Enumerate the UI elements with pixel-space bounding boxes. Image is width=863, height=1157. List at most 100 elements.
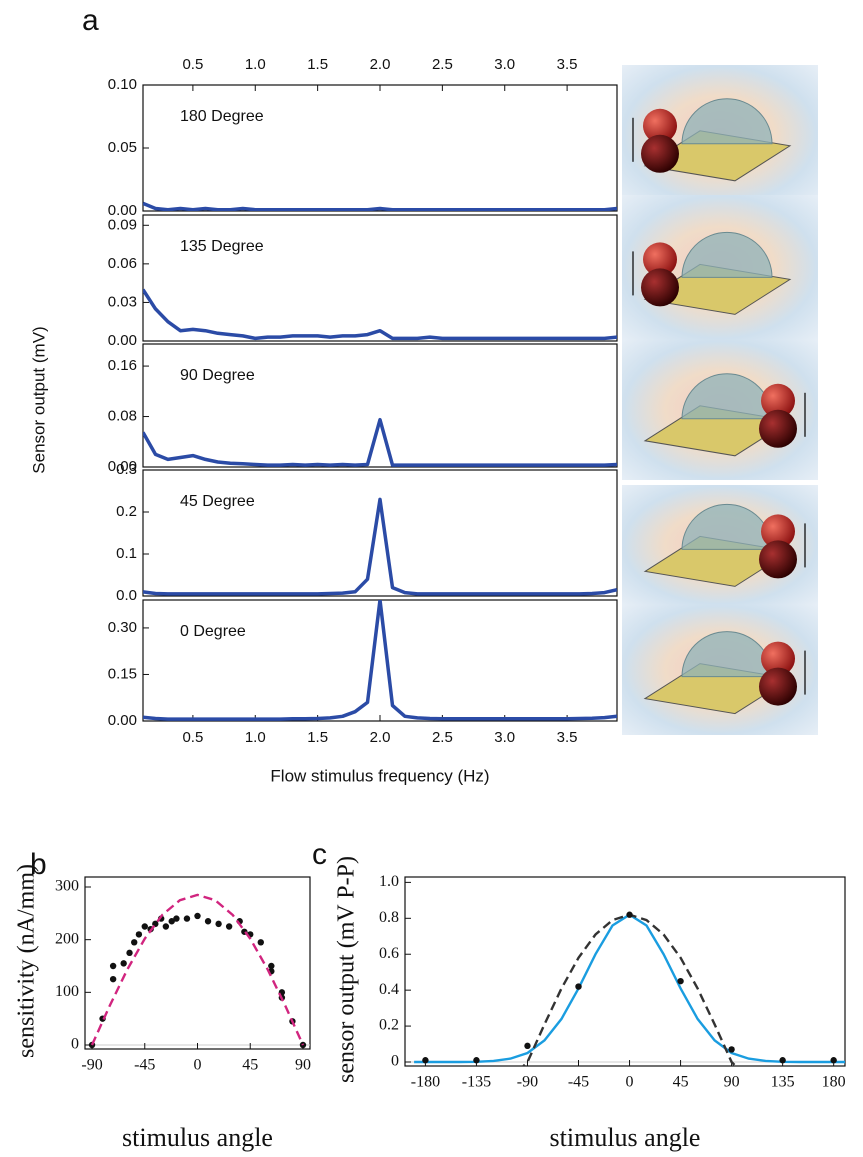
ball — [759, 540, 797, 579]
x-tick-label: 3.0 — [494, 56, 515, 73]
y-tick-label: 0.30 — [108, 619, 137, 636]
y-tick-label: 0.00 — [108, 202, 137, 219]
illustration — [622, 605, 818, 735]
data-point — [779, 1057, 786, 1064]
x-tick-label: 2.0 — [370, 56, 391, 73]
x-tick-label: 1.5 — [307, 56, 328, 73]
y-tick-label: 300 — [55, 878, 79, 895]
panel-label: b — [30, 848, 47, 881]
y-tick-label: 0.00 — [108, 332, 137, 349]
x-axis-label: stimulus angle — [550, 1123, 701, 1152]
x-tick-label: 2.5 — [432, 56, 453, 73]
y-tick-label: 0.6 — [379, 945, 399, 962]
x-tick-label: 3.5 — [557, 729, 578, 746]
data-line — [143, 600, 617, 721]
dome — [681, 231, 773, 278]
data-point — [109, 962, 117, 970]
y-tick-label: 0.08 — [108, 408, 137, 425]
x-tick-label: -90 — [517, 1074, 538, 1091]
y-tick-label: 0.05 — [108, 139, 137, 156]
fit-line — [90, 893, 305, 1046]
data-point — [830, 1057, 837, 1064]
data-point — [109, 975, 117, 983]
data-point — [422, 1057, 429, 1064]
annotation: 180 Degree — [180, 108, 264, 125]
y-tick-label: 1.0 — [379, 873, 399, 890]
data-point — [162, 923, 170, 930]
data-line — [143, 497, 617, 596]
y-tick-label: 0.2 — [379, 1017, 399, 1034]
y-tick-label: 0.0 — [116, 587, 137, 604]
y-axis-label: Sensor output (mV) — [29, 326, 48, 473]
panel-label: c — [312, 838, 327, 871]
ball — [643, 108, 677, 143]
ball — [761, 514, 795, 549]
annotation: 45 Degree — [180, 493, 255, 510]
chart: 0.00 0.15 0.30 0.5 1.0 1.5 2.0 2.5 3.0 3.5 0 Degre… — [108, 599, 618, 746]
chart: 0.0 0.1 0.2 0.3 45 Degree — [116, 461, 618, 604]
x-tick-label: 90 — [295, 1057, 311, 1074]
y-tick-label: 0.15 — [108, 665, 137, 682]
y-tick-label: 0.2 — [116, 503, 137, 520]
x-tick-label: -180 — [411, 1074, 440, 1091]
ball — [759, 409, 797, 448]
fit-line — [521, 913, 738, 1066]
x-tick-label: 0.5 — [182, 56, 203, 73]
x-axis-label: stimulus angle — [122, 1123, 273, 1152]
annotation: 0 Degree — [180, 623, 246, 640]
y-axis-label: sensor output (mV P-P) — [334, 856, 360, 1083]
y-tick-label: 0 — [71, 1036, 79, 1053]
plot-frame — [404, 876, 846, 1067]
illustration — [622, 340, 818, 480]
ball — [641, 268, 679, 307]
x-tick-label: -135 — [462, 1074, 491, 1091]
x-tick-label: 1.0 — [245, 729, 266, 746]
data-line — [143, 417, 617, 467]
x-tick-label: -45 — [134, 1057, 155, 1074]
data-point — [626, 911, 633, 918]
data-line — [143, 201, 617, 211]
ball — [761, 383, 795, 418]
plot-frame — [142, 343, 618, 468]
data-point — [141, 923, 148, 930]
data-point — [131, 939, 138, 946]
data-point — [168, 918, 175, 925]
x-tick-label: 3.0 — [494, 729, 515, 746]
y-tick-label: 0.09 — [108, 216, 137, 233]
data-point — [473, 1057, 480, 1064]
data-point — [257, 939, 264, 946]
x-tick-label: -45 — [568, 1074, 589, 1091]
x-tick-label: 0 — [626, 1074, 634, 1091]
data-point — [126, 949, 133, 957]
illustration — [622, 195, 818, 340]
y-tick-label: 0.16 — [108, 357, 137, 374]
chart: 0 100 200 300 -90 -45 0 45 90 stimulus angle sensi… — [14, 864, 311, 1152]
plot-frame — [142, 84, 618, 212]
x-tick-label: 180 — [822, 1074, 846, 1091]
fit-line — [414, 913, 845, 1064]
x-tick-label: 2.5 — [432, 729, 453, 746]
x-tick-label: 1.0 — [245, 56, 266, 73]
dome — [681, 98, 773, 145]
data-point — [575, 983, 582, 990]
plot-frame — [84, 876, 311, 1050]
ball — [641, 134, 679, 173]
chart: 0.00 0.08 0.16 90 Degree — [108, 343, 618, 475]
data-point — [677, 977, 684, 985]
x-tick-label: 135 — [771, 1074, 795, 1091]
data-point — [120, 960, 127, 967]
y-tick-label: 0.03 — [108, 293, 137, 310]
y-tick-label: 0.06 — [108, 255, 137, 272]
x-axis-label: Flow stimulus frequency (Hz) — [270, 766, 489, 785]
data-point — [225, 923, 233, 930]
x-tick-label: 1.5 — [307, 729, 328, 746]
plot-frame — [142, 214, 618, 342]
x-tick-label: 45 — [673, 1074, 689, 1091]
x-tick-label: 0 — [194, 1057, 202, 1074]
data-point — [204, 918, 212, 925]
annotation: 135 Degree — [180, 238, 264, 255]
y-tick-label: 0.1 — [116, 545, 137, 562]
data-point — [135, 931, 143, 938]
x-tick-label: 2.0 — [370, 729, 391, 746]
